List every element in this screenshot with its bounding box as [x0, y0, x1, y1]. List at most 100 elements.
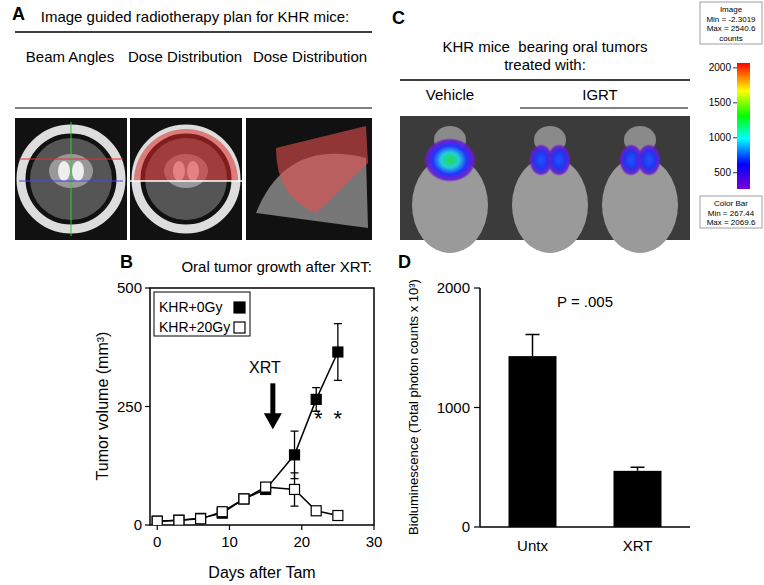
mouse [512, 157, 588, 253]
y-tick-label: 0 [134, 516, 142, 533]
column-header: Dose Distribution [253, 48, 367, 65]
marker [239, 494, 249, 504]
legend-swatch [234, 322, 245, 333]
rule [15, 31, 372, 33]
colorbar-tick [733, 172, 737, 173]
marker [196, 514, 206, 524]
marker [311, 394, 321, 404]
chart-title: Oral tumor growth after XRT: [181, 258, 372, 275]
legend-swatch [234, 302, 245, 313]
marker [261, 482, 271, 492]
series-line [157, 352, 338, 521]
x-tick-label: 20 [293, 533, 310, 550]
marker [174, 515, 184, 525]
y-axis-label: Bioluminescence (Total photon counts x 1… [406, 279, 421, 535]
x-tick [229, 525, 230, 530]
rule [520, 108, 688, 109]
colorbar-tick-label: 2000 [709, 62, 732, 73]
x-axis-label: Days after Tam [208, 564, 315, 581]
y-tick-label: 2000 [437, 279, 470, 296]
annotation: XRT [249, 359, 281, 376]
plot-area [509, 335, 662, 527]
info-box [700, 196, 762, 228]
marker [152, 516, 162, 525]
x-tick-label: 30 [366, 533, 383, 550]
info-text: Image [720, 5, 743, 14]
ct-image [246, 118, 372, 240]
colorbar-tick [733, 102, 737, 103]
colorbar-tick [733, 137, 737, 138]
legend-label: KHR+20Gy [159, 319, 230, 335]
plot-frame [150, 288, 374, 525]
panel-c-title: KHR mice bearing oral tumors treated wit… [432, 38, 658, 74]
info-text: Max = 2540.6 [707, 24, 756, 33]
beam-axis [19, 181, 123, 182]
beam-axis [71, 122, 72, 236]
y-tick [145, 406, 150, 407]
y-tick [474, 287, 480, 288]
ct-image [15, 118, 127, 240]
bar [509, 356, 557, 527]
x-tick-label: Untx [517, 537, 548, 554]
panel-label: C [392, 8, 405, 28]
signal [547, 144, 571, 176]
ct-skull [72, 161, 84, 181]
marker [239, 494, 249, 504]
colorbar-tick-label: 500 [714, 167, 731, 178]
x-tick-label: 0 [153, 533, 161, 550]
y-tick [474, 526, 480, 527]
colorbar-tick-label: 1500 [709, 97, 732, 108]
colorbar [737, 63, 750, 189]
y-tick [145, 524, 150, 525]
annotation-arrow [270, 383, 275, 415]
colorbar-tick [733, 67, 737, 68]
plot-area [152, 324, 343, 525]
info-box [700, 2, 762, 44]
ct-skull [58, 161, 70, 181]
annotation-arrow [264, 413, 282, 429]
error-bar [291, 431, 299, 478]
error-bar [631, 467, 645, 471]
marker [333, 511, 343, 521]
ct-image [130, 118, 242, 240]
marker [290, 450, 300, 460]
x-tick [373, 525, 374, 530]
colorbar-label: Min = 267.44 [708, 209, 755, 218]
marker [174, 515, 184, 525]
error-bar [334, 324, 342, 381]
y-tick-label: 0 [462, 518, 470, 535]
marker [290, 484, 300, 494]
panel-label: A [12, 4, 25, 24]
marker [196, 513, 206, 523]
y-tick-label: 1000 [437, 399, 470, 416]
marker [152, 516, 162, 525]
info-text: counts [719, 34, 743, 43]
panel-label: D [398, 252, 411, 272]
marker [217, 507, 227, 517]
x-tick [157, 525, 158, 530]
signal [424, 138, 476, 182]
colorbar-tick-label: 1000 [709, 132, 732, 143]
colorbar-title: Color Bar [714, 199, 748, 208]
rule [400, 79, 690, 81]
group-label: IGRT [582, 86, 618, 103]
x-tick [301, 525, 302, 530]
x-tick-label: 10 [221, 533, 238, 550]
dose-region [276, 126, 368, 213]
legend-label: KHR+0Gy [159, 299, 222, 315]
marker [311, 506, 321, 516]
info-text: Min = -2.3019 [706, 15, 756, 24]
colorbar-label: Max = 2069.6 [707, 218, 756, 227]
column-header: Beam Angles [26, 48, 114, 65]
signal [637, 144, 661, 176]
beam-axis [19, 159, 123, 160]
annotation: P = .005 [557, 293, 613, 310]
error-bar [526, 335, 540, 357]
column-header: Dose Distribution [128, 48, 242, 65]
annotation: * [314, 406, 323, 431]
marker [333, 347, 343, 357]
y-axis-label: Tumor volume (mm³) [94, 332, 111, 481]
error-bar [291, 473, 299, 506]
y-tick [145, 287, 150, 288]
annotation: * [334, 406, 343, 431]
